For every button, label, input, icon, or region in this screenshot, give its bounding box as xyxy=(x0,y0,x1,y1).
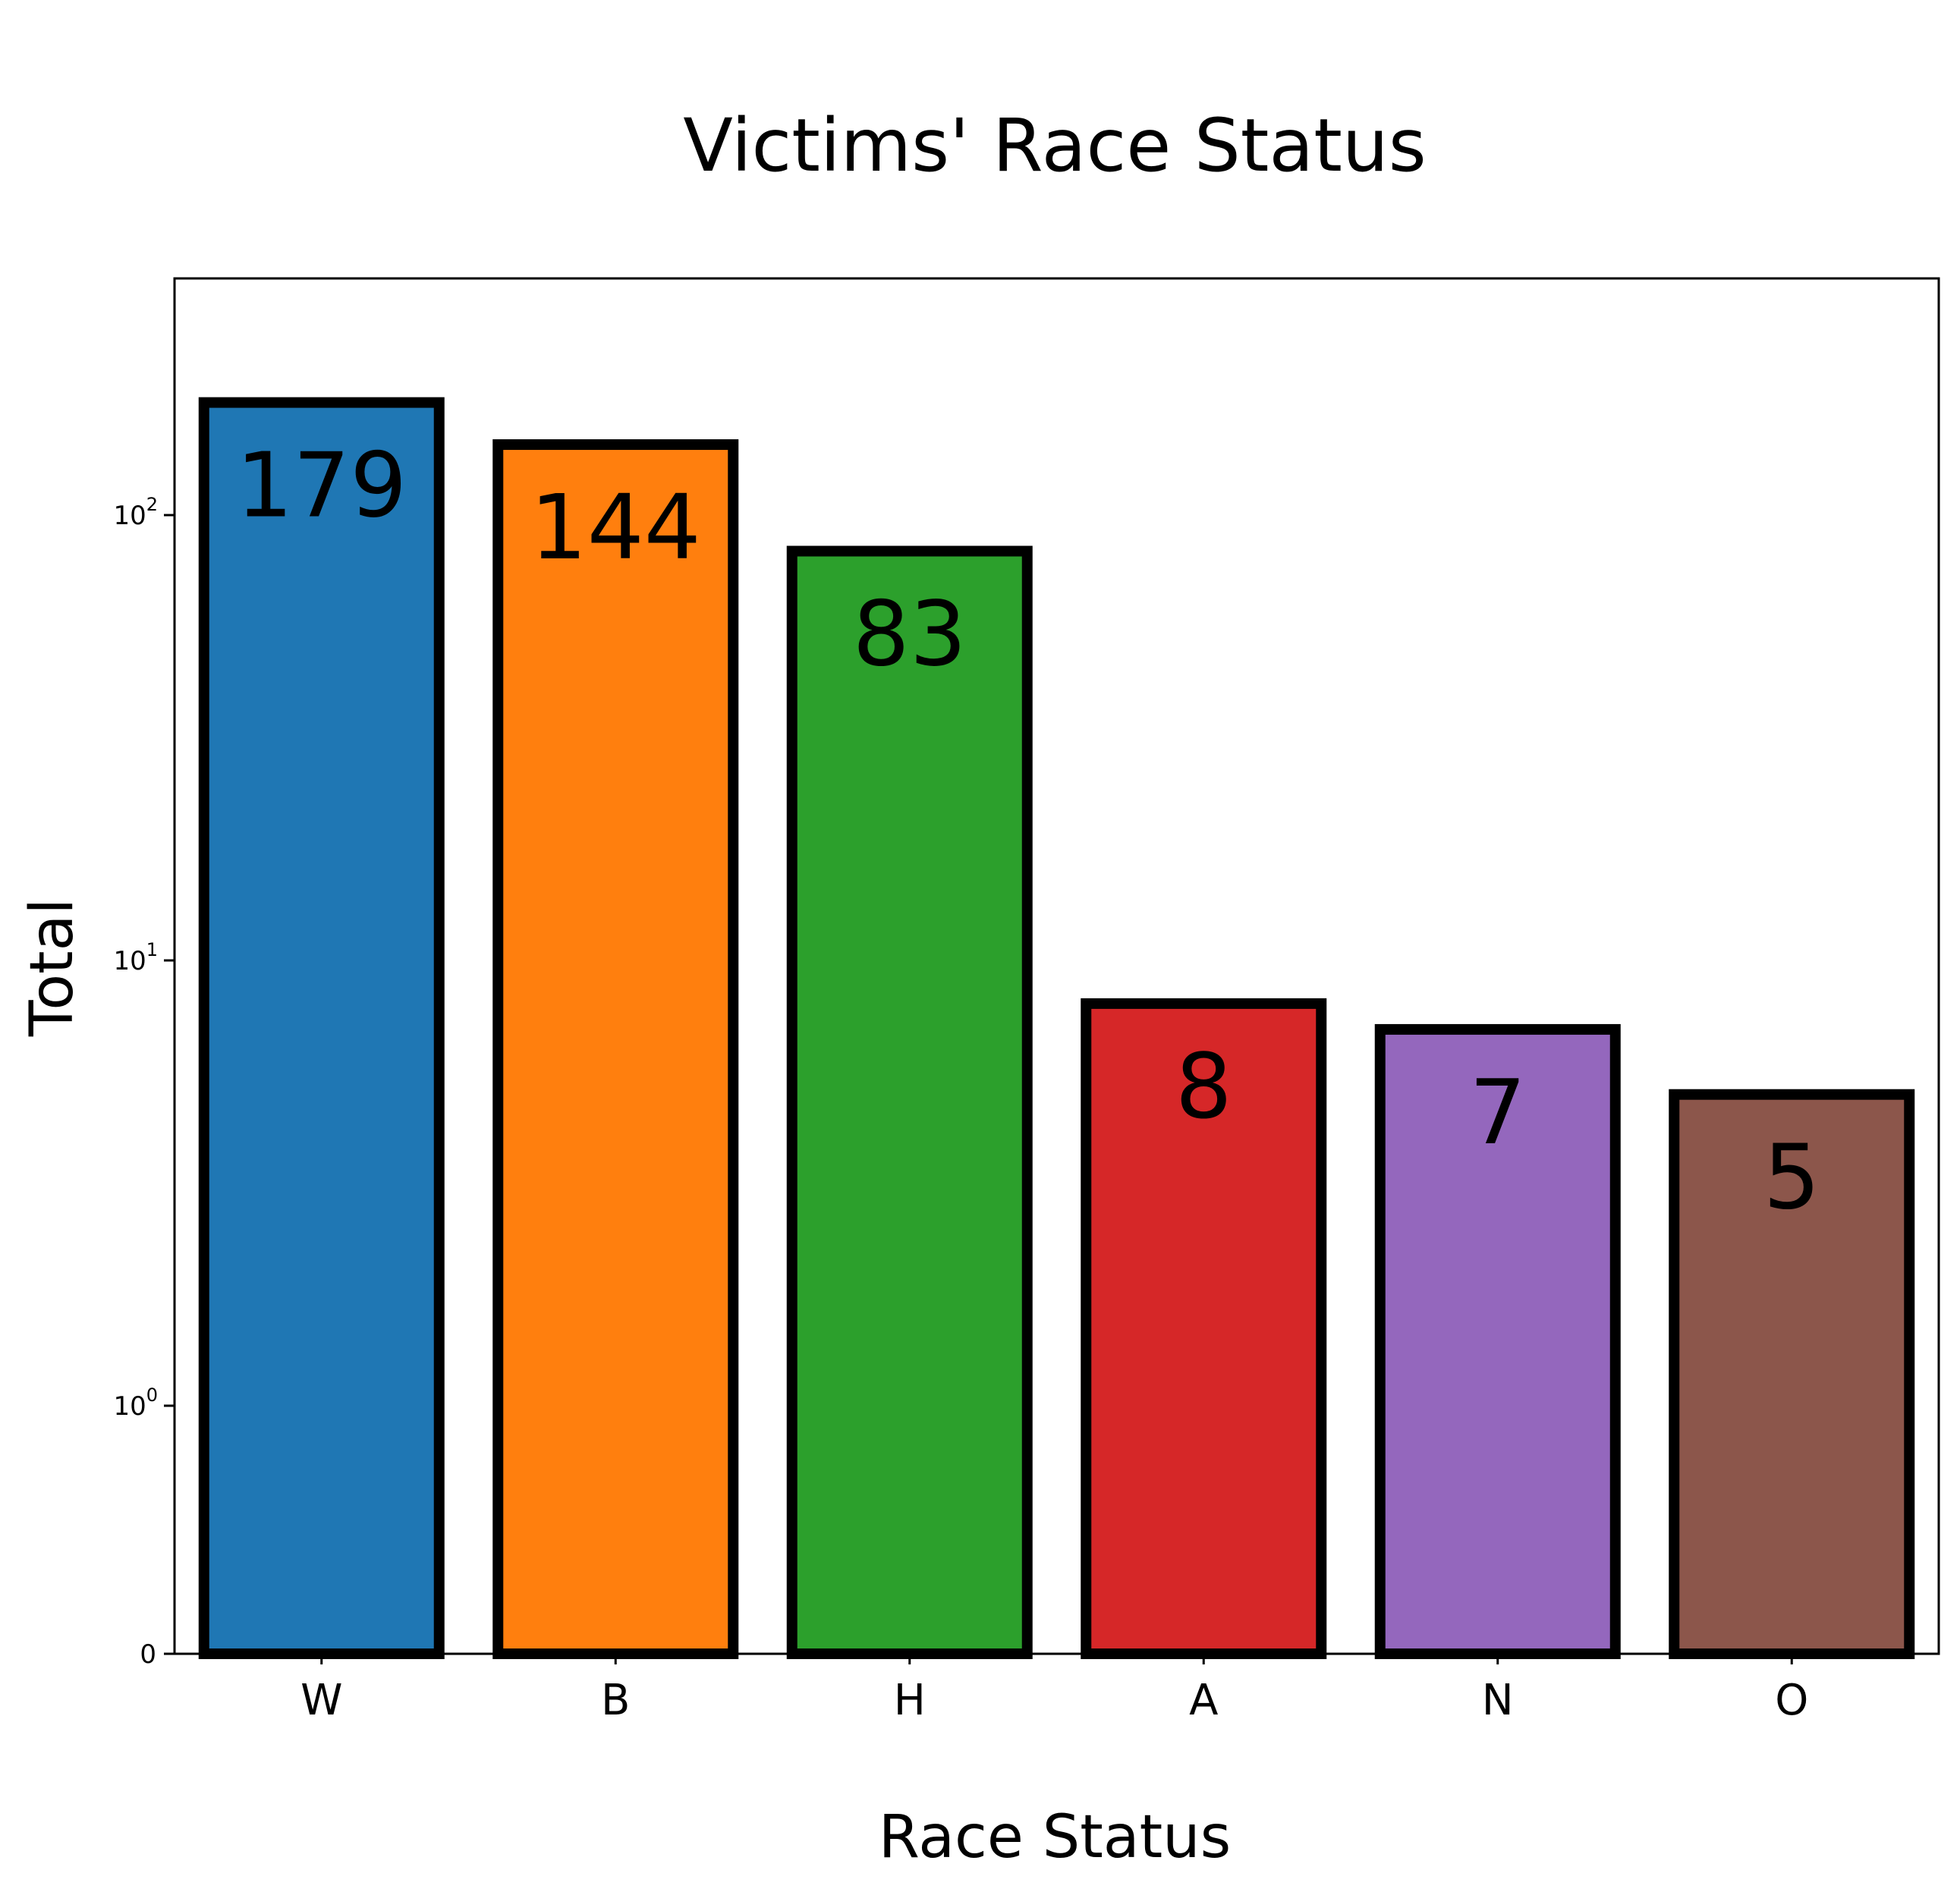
bar-B xyxy=(492,439,739,1659)
x-tick-label-B: B xyxy=(601,1676,630,1725)
bars-group: 179 144 83 8 7 5 xyxy=(198,397,1915,1660)
data-label-B: 144 xyxy=(530,475,701,580)
y-tick-base: 10 xyxy=(113,1391,146,1422)
y-tick-base: 10 xyxy=(113,501,146,531)
data-label-N: 7 xyxy=(1469,1060,1526,1164)
bar-A xyxy=(1081,998,1327,1660)
data-label-O: 5 xyxy=(1763,1125,1820,1230)
y-tick-exponent: 1 xyxy=(146,939,158,960)
data-label-W: 179 xyxy=(236,433,407,538)
x-tick-label-O: O xyxy=(1775,1676,1808,1725)
y-tick-exponent: 2 xyxy=(146,494,158,515)
y-tick-base: 0 xyxy=(140,1639,156,1670)
chart-title: Victims' Race Status xyxy=(683,103,1426,188)
plot-area-frame xyxy=(173,277,1940,1655)
x-tick-label-W: W xyxy=(300,1676,342,1725)
x-tick-label-A: A xyxy=(1189,1676,1218,1725)
y-tick-label-0: 0 xyxy=(140,1639,156,1670)
y-tick-label-3: 102 xyxy=(113,494,158,531)
y-tick-exponent: 0 xyxy=(146,1384,158,1406)
bar-H xyxy=(786,545,1033,1659)
y-tick-label-1: 100 xyxy=(113,1384,158,1422)
data-label-A: 8 xyxy=(1175,1034,1232,1139)
x-axis-label: Race Status xyxy=(879,1803,1232,1872)
data-label-H: 83 xyxy=(853,582,967,687)
y-axis-label: Total xyxy=(18,898,87,1037)
y-tick-label-2: 101 xyxy=(113,939,158,976)
bar-N xyxy=(1374,1023,1621,1660)
x-tick-label-N: N xyxy=(1482,1676,1514,1725)
y-tick-base: 10 xyxy=(113,946,146,976)
x-tick-label-H: H xyxy=(894,1676,926,1725)
bar-W xyxy=(198,397,445,1659)
